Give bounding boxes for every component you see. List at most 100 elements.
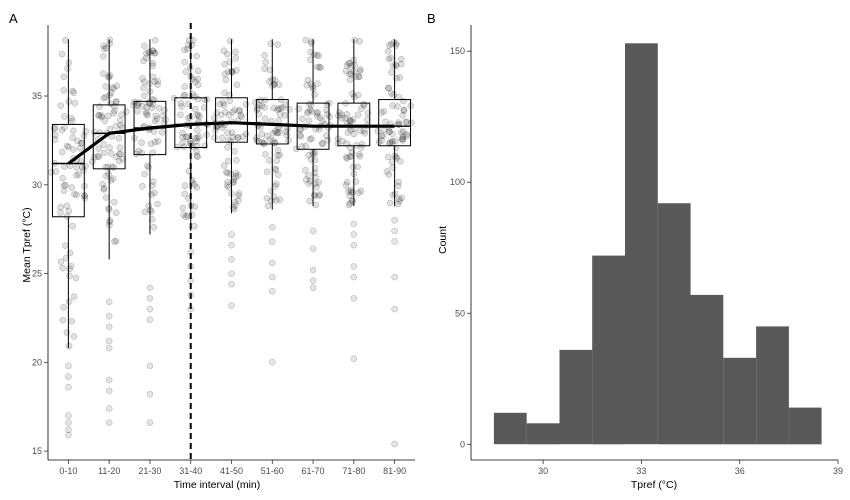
data-point bbox=[116, 117, 124, 124]
data-point bbox=[379, 132, 387, 140]
data-point bbox=[342, 67, 350, 75]
data-point bbox=[390, 91, 398, 98]
outlier-point bbox=[269, 238, 276, 245]
y-tick-label: 0 bbox=[460, 439, 465, 449]
data-point bbox=[220, 47, 228, 54]
data-point bbox=[66, 265, 73, 273]
outlier-point bbox=[391, 273, 398, 281]
data-point bbox=[230, 176, 238, 183]
data-point bbox=[191, 105, 199, 113]
histogram-bar bbox=[723, 357, 757, 445]
x-tick-label: 39 bbox=[833, 466, 843, 476]
data-point bbox=[266, 66, 274, 74]
outlier-point bbox=[146, 391, 154, 398]
data-point bbox=[98, 113, 106, 121]
data-point bbox=[276, 129, 283, 136]
data-point bbox=[192, 134, 199, 142]
data-point bbox=[229, 69, 236, 76]
data-point bbox=[154, 200, 161, 208]
data-point bbox=[104, 163, 112, 171]
data-point bbox=[295, 105, 302, 113]
data-point bbox=[70, 293, 78, 300]
data-point bbox=[60, 187, 68, 194]
data-point bbox=[227, 170, 235, 178]
data-point bbox=[233, 67, 240, 74]
box-81-90 bbox=[378, 39, 412, 207]
data-point bbox=[305, 151, 312, 159]
data-point bbox=[312, 201, 319, 209]
outlier-point bbox=[228, 302, 235, 309]
data-point bbox=[148, 216, 156, 223]
data-point bbox=[271, 165, 278, 173]
data-point bbox=[349, 90, 356, 97]
data-point bbox=[343, 154, 350, 161]
x-tick-label: 71-80 bbox=[342, 466, 365, 476]
data-point bbox=[65, 342, 73, 350]
data-point bbox=[345, 188, 352, 195]
outlier-point bbox=[350, 231, 358, 238]
data-point bbox=[149, 59, 156, 67]
outlier-point bbox=[309, 227, 317, 235]
data-point bbox=[211, 114, 218, 122]
data-point bbox=[388, 139, 396, 146]
data-point bbox=[339, 137, 346, 145]
data-point bbox=[343, 62, 351, 69]
data-point bbox=[60, 73, 68, 81]
data-point bbox=[102, 194, 110, 201]
data-point bbox=[80, 167, 87, 174]
data-point bbox=[274, 106, 281, 114]
data-point bbox=[144, 162, 151, 169]
outlier-point bbox=[228, 231, 235, 238]
outlier-point bbox=[105, 419, 113, 426]
data-point bbox=[242, 101, 250, 108]
histogram-bar bbox=[690, 294, 724, 445]
data-point bbox=[123, 108, 130, 115]
data-point bbox=[221, 89, 228, 97]
data-point bbox=[59, 148, 66, 156]
data-point bbox=[383, 168, 391, 175]
data-point bbox=[271, 81, 278, 88]
data-point bbox=[100, 185, 108, 192]
data-point bbox=[224, 169, 231, 177]
data-point bbox=[270, 193, 278, 200]
data-point bbox=[170, 95, 178, 102]
data-point bbox=[307, 48, 314, 56]
panel-b: B 0 50 100 150 30 33 36 39 Tpref (°C) Count bbox=[427, 11, 843, 491]
median-trend-line bbox=[67, 121, 395, 165]
data-point bbox=[154, 77, 161, 85]
data-point bbox=[71, 99, 79, 107]
data-point bbox=[261, 115, 269, 122]
data-point bbox=[115, 157, 123, 165]
y-axis-title: Count bbox=[437, 226, 449, 254]
x-axis-title: Tpref (°C) bbox=[631, 479, 677, 491]
data-point bbox=[179, 204, 187, 212]
data-point bbox=[274, 129, 281, 137]
data-point bbox=[399, 135, 406, 143]
data-point bbox=[386, 140, 393, 147]
data-point bbox=[69, 222, 76, 230]
outlier-point bbox=[391, 217, 398, 224]
data-point bbox=[141, 170, 148, 178]
data-point bbox=[398, 60, 405, 68]
data-point bbox=[225, 136, 232, 144]
data-point bbox=[62, 242, 69, 249]
data-point bbox=[305, 117, 313, 125]
data-point bbox=[159, 112, 166, 120]
data-point bbox=[338, 115, 346, 122]
data-point bbox=[142, 54, 150, 62]
data-point bbox=[237, 112, 245, 119]
data-point bbox=[252, 99, 259, 106]
data-point bbox=[143, 104, 150, 111]
data-point bbox=[194, 153, 201, 160]
outlier-point bbox=[105, 323, 113, 331]
data-point bbox=[193, 52, 200, 60]
data-point bbox=[347, 63, 355, 70]
data-point bbox=[395, 178, 402, 186]
data-point bbox=[346, 153, 354, 160]
data-point bbox=[51, 131, 59, 139]
data-point bbox=[235, 190, 243, 197]
data-point bbox=[224, 182, 231, 189]
outlier-point bbox=[391, 440, 398, 448]
histogram-bars bbox=[493, 43, 822, 445]
data-point bbox=[387, 90, 395, 97]
